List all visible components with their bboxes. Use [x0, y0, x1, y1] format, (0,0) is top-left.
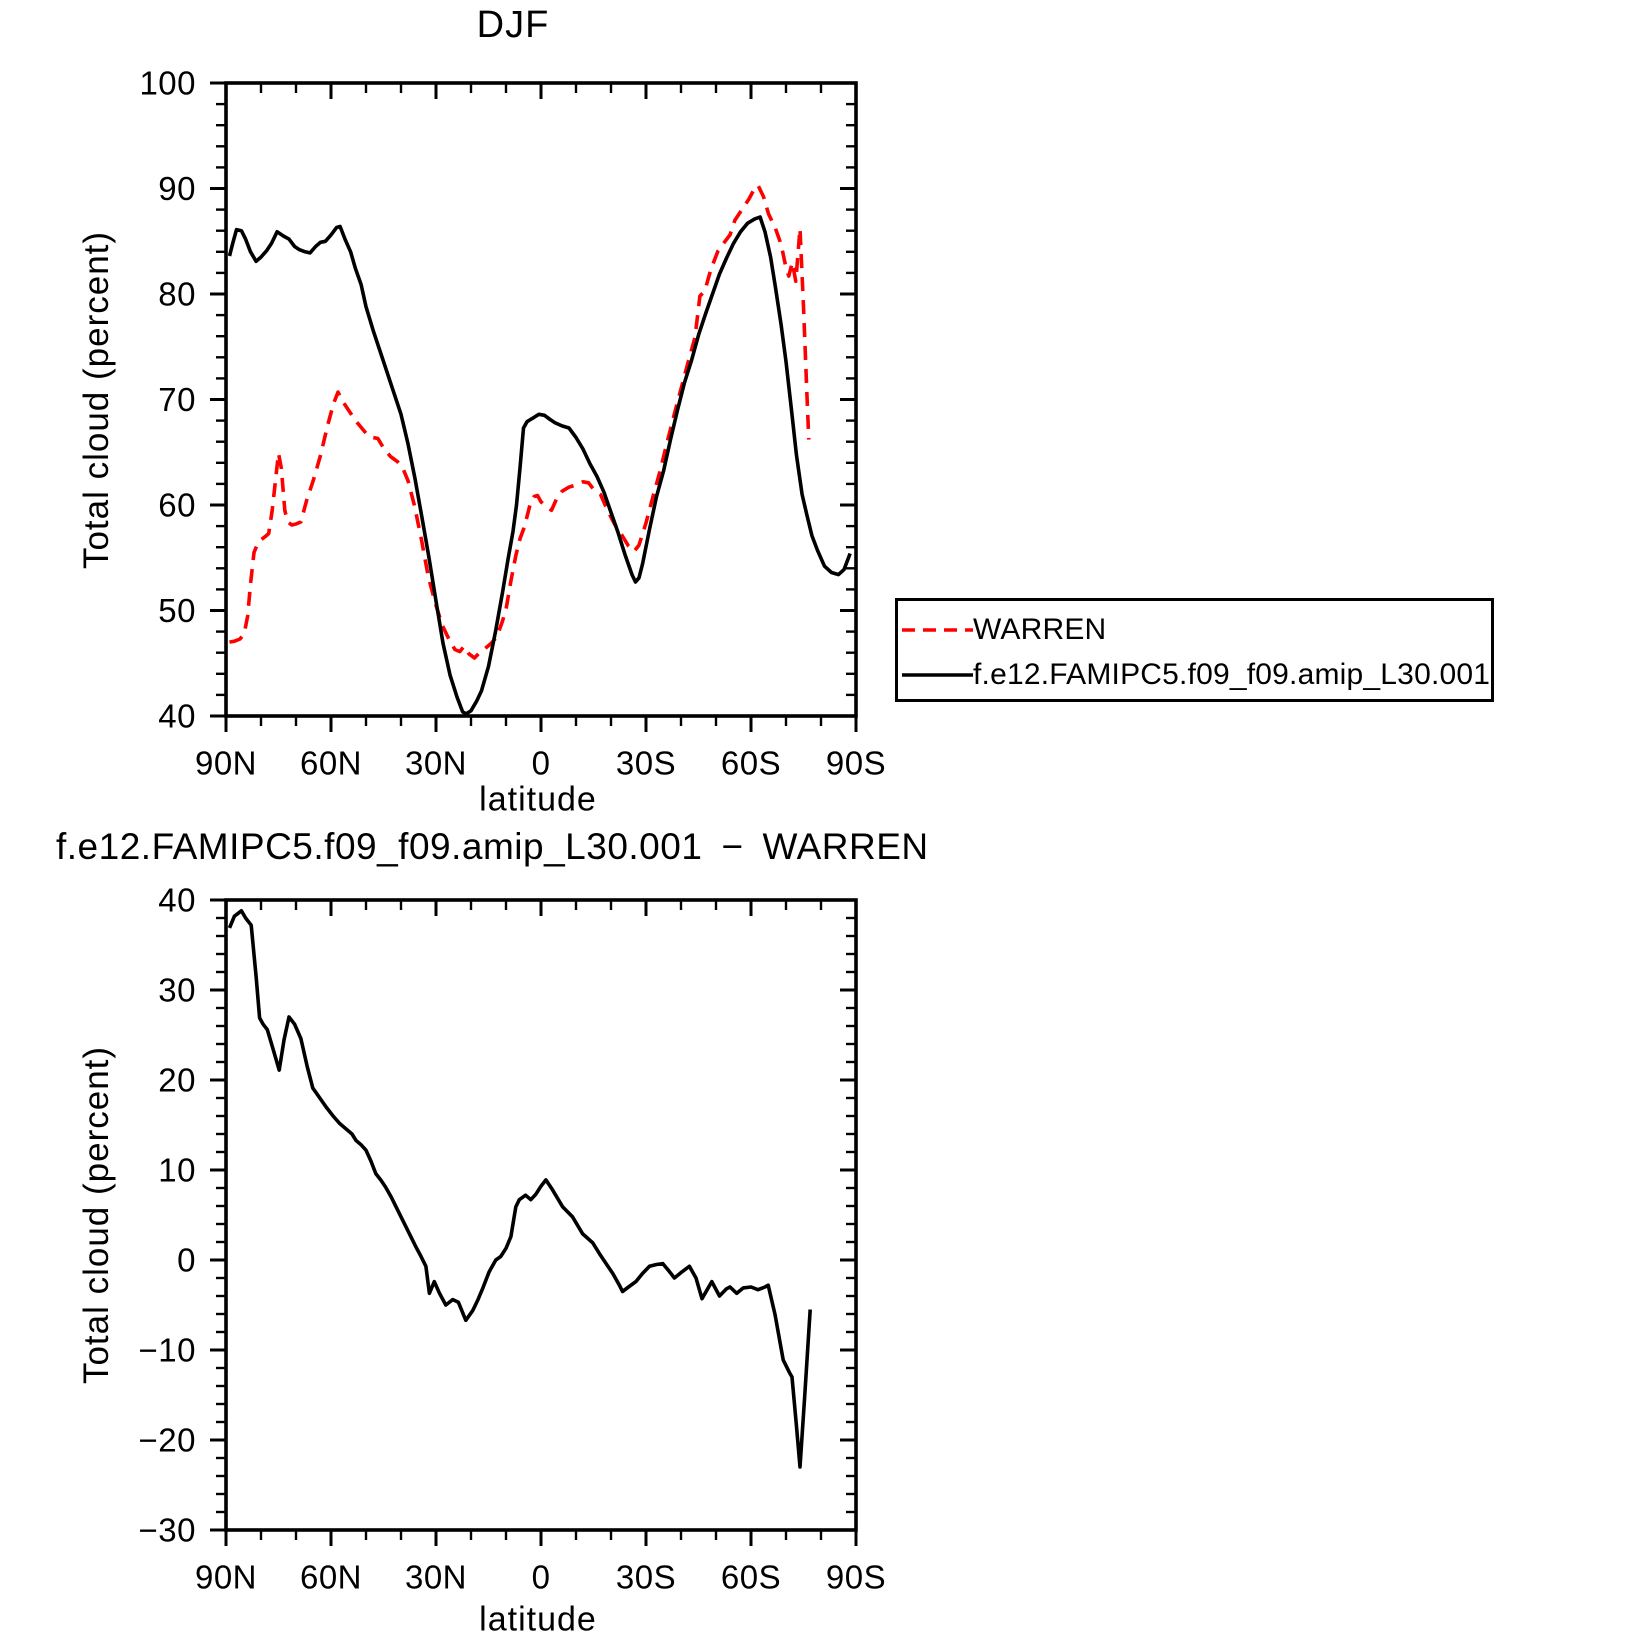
difference-chart: 90N 60N 30N 0 30S 60S 90S 40 30 20 10 0 −10 −20 −30 [139, 882, 886, 1596]
x-tick-label: 30S [616, 1559, 676, 1596]
y-tick-label: 80 [158, 276, 196, 313]
series-line-f-e12-famipc5-f09-f09-amip-l30-001 [227, 215, 852, 716]
legend-label-warren: WARREN [973, 613, 1107, 646]
series-line-f-e12-famipc5-f09-f09-amip-l30-001-minus-warren [227, 908, 812, 1469]
y-tick-label: 30 [158, 972, 196, 1009]
legend: WARREN f.e12.FAMIPC5.f09_f09.amip_L30.00… [895, 598, 1494, 702]
legend-model-line-sample [902, 673, 973, 677]
axis-frame [224, 81, 858, 718]
y-tick-label: 10 [158, 1152, 196, 1189]
top-chart-title: DJF [476, 4, 550, 46]
x-tick-label: 60N [300, 745, 362, 782]
difference-chart-x-axis-label: latitude [479, 1600, 597, 1639]
legend-warren-line-sample [902, 628, 973, 632]
x-tick-label: 90N [195, 745, 257, 782]
y-tick-label: 40 [158, 882, 196, 919]
legend-entry-model: f.e12.FAMIPC5.f09_f09.amip_L30.001 [902, 657, 1490, 693]
y-tick-label: −30 [139, 1512, 196, 1549]
y-tick-label: 50 [158, 592, 196, 629]
difference-chart-title: f.e12.FAMIPC5.f09_f09.amip_L30.001 − WAR… [56, 826, 929, 867]
y-tick-label: 0 [177, 1242, 196, 1279]
y-tick-label: 90 [158, 170, 196, 207]
x-tick-label: 30S [616, 745, 676, 782]
y-tick-label: 60 [158, 487, 196, 524]
y-tick-label: −20 [139, 1422, 196, 1459]
y-tick-label: 70 [158, 381, 196, 418]
legend-entry-warren: WARREN [902, 612, 1106, 648]
top-chart-x-axis-label: latitude [479, 780, 597, 819]
top-chart: 90N 60N 30N 0 30S 60S 90S 100 90 80 70 60 50 40 [139, 65, 886, 782]
x-tick-label: 0 [532, 745, 551, 782]
x-tick-label: 90S [826, 745, 886, 782]
x-tick-label: 0 [532, 1559, 551, 1596]
top-chart-y-axis-label: Total cloud (percent) [77, 230, 116, 570]
x-tick-label: 60N [300, 1559, 362, 1596]
y-tick-label: 20 [158, 1062, 196, 1099]
y-tick-label: −10 [139, 1332, 196, 1369]
legend-label-model: f.e12.FAMIPC5.f09_f09.amip_L30.001 [973, 658, 1491, 691]
axis-frame [224, 898, 858, 1532]
x-tick-label: 30N [405, 1559, 467, 1596]
x-tick-label: 90N [195, 1559, 257, 1596]
y-tick-label: 100 [139, 65, 196, 102]
series-line-warren [229, 183, 811, 660]
x-tick-label: 90S [826, 1559, 886, 1596]
difference-chart-y-axis-label: Total cloud (percent) [77, 1045, 116, 1385]
x-tick-label: 60S [721, 745, 781, 782]
x-tick-label: 30N [405, 745, 467, 782]
y-tick-label: 40 [158, 698, 196, 735]
x-tick-label: 60S [721, 1559, 781, 1596]
